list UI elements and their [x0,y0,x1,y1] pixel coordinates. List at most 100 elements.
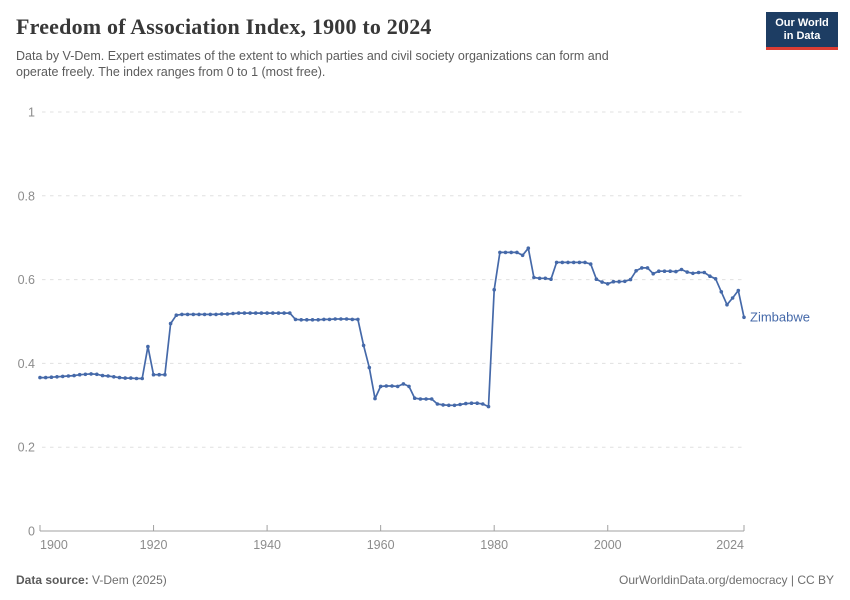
data-point [628,277,633,282]
data-point [458,402,462,407]
data-point [685,270,689,274]
data-point [702,270,707,275]
data-point [384,384,389,388]
x-axis-tick-label: 1980 [480,538,508,552]
data-point [401,382,406,386]
y-axis-tick-label: 0.6 [18,273,35,287]
chart-header: Freedom of Association Index, 1900 to 20… [16,12,838,81]
data-point [634,269,638,273]
entity-label[interactable]: Zimbabwe [750,309,810,324]
y-axis-tick-label: 0 [28,525,35,539]
owid-logo[interactable]: Our World in Data [766,12,838,50]
chart-footer: Data source: V-Dem (2025) OurWorldinData… [16,573,834,587]
data-point [464,401,468,406]
x-axis-tick-label: 1940 [253,538,281,552]
data-point [146,344,150,349]
data-point [390,384,394,388]
data-point [725,302,729,307]
data-point [106,374,110,378]
data-point [617,279,621,284]
data-point [327,317,332,322]
data-point [282,311,286,315]
data-point [520,253,525,258]
data-point [38,375,42,380]
data-point [412,396,417,401]
data-point [730,296,735,300]
data-point [316,318,321,322]
data-point [89,372,93,376]
data-point [236,311,241,315]
data-point [549,277,553,282]
data-point [605,282,610,286]
data-point [418,397,423,401]
data-point [356,317,360,322]
data-point [140,376,144,381]
data-point [151,372,156,377]
data-point [333,317,338,321]
owid-logo-line-1: Our World [775,17,829,29]
owid-cc-link[interactable]: OurWorldinData.org/democracy | CC BY [619,573,834,587]
data-point [253,311,258,315]
data-point [174,313,179,318]
data-point [691,271,695,276]
data-point [77,372,82,377]
owid-logo-line-2: in Data [783,29,821,42]
data-point [611,279,616,284]
data-point [219,312,224,316]
data-point [367,365,372,370]
data-point [435,402,440,406]
data-point [560,260,565,265]
data-point [123,376,127,380]
data-point [429,397,434,401]
data-point [231,311,235,316]
data-point [583,260,587,265]
data-point [719,290,724,294]
data-point [112,375,116,379]
data-point [736,288,741,293]
data-point [577,260,582,265]
data-point [407,384,411,389]
x-axis-tick-label: 1900 [40,538,68,552]
data-point [60,374,65,379]
data-point [571,260,576,265]
data-point [588,262,593,266]
y-axis-tick-label: 0.8 [18,189,35,203]
data-point [498,250,502,255]
data-point [696,270,701,275]
data-point [475,401,480,406]
data-point [361,343,366,348]
data-point [395,384,400,389]
data-point [191,312,196,317]
data-point [299,318,304,322]
data-point [83,372,88,377]
data-point [674,269,678,274]
data-point [378,384,383,389]
data-point [344,317,349,321]
data-point [310,318,315,322]
data-point [566,260,570,265]
data-point [168,321,173,326]
data-line[interactable] [40,247,745,408]
data-point [708,274,712,279]
data-point [305,318,309,322]
data-point [185,312,190,317]
data-point [481,402,485,406]
data-point [66,374,71,378]
data-point [515,250,519,255]
data-point [208,312,213,317]
data-point [532,275,536,280]
data-point [55,375,59,379]
data-point [293,317,298,322]
data-point [503,250,508,255]
data-point [651,271,655,276]
data-point [373,396,377,401]
data-point [100,373,105,378]
x-axis-tick-label: 2024 [716,538,744,552]
data-point [225,312,230,316]
data-point [526,246,531,250]
data-point [509,250,513,255]
data-point [72,373,76,378]
data-point [43,375,48,380]
data-point [288,311,292,315]
